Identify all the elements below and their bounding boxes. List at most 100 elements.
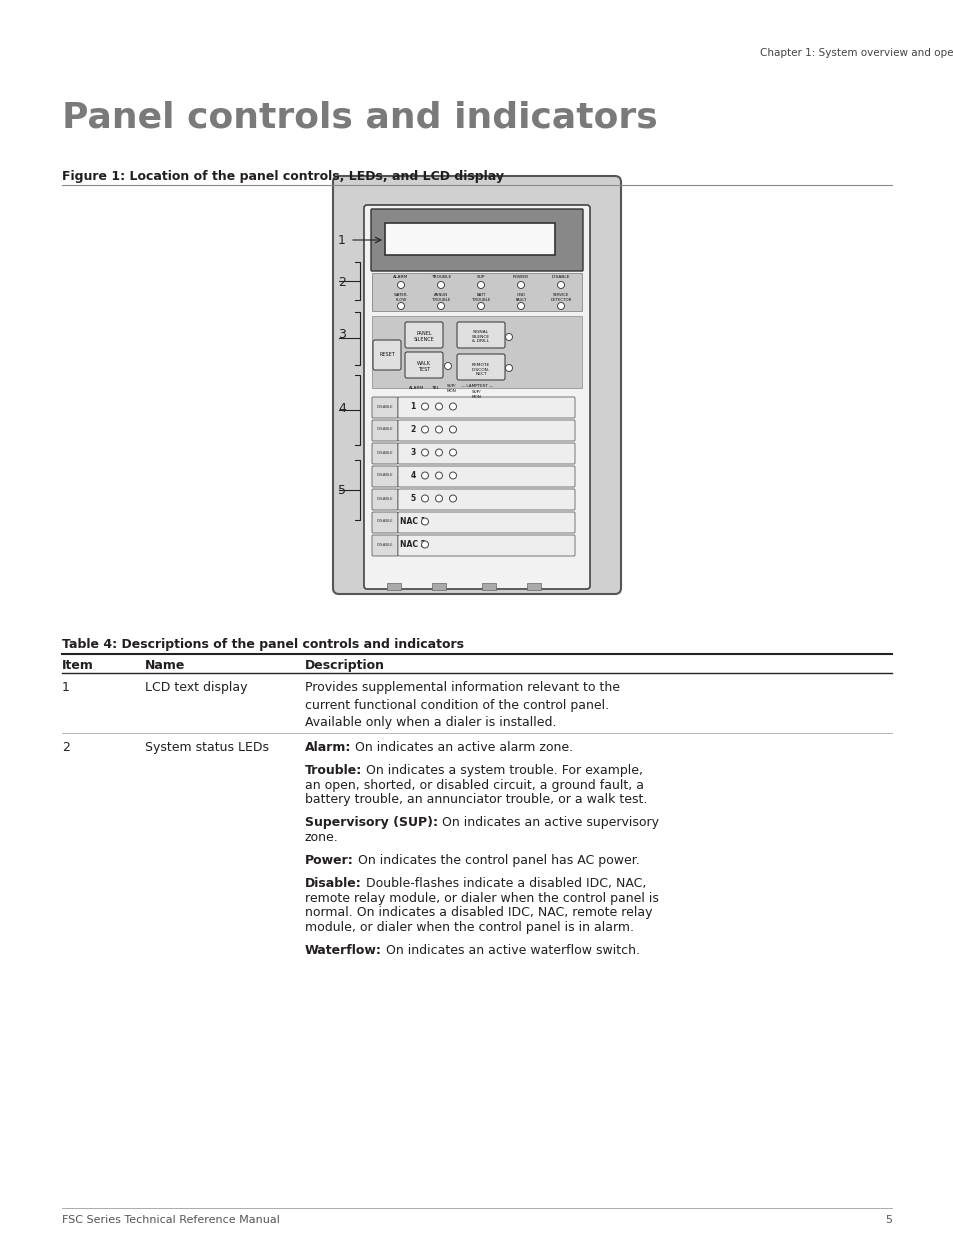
Bar xyxy=(387,583,400,590)
Circle shape xyxy=(435,495,442,501)
FancyBboxPatch shape xyxy=(372,466,397,487)
Text: 4: 4 xyxy=(337,401,346,415)
Text: LCD text display: LCD text display xyxy=(145,680,247,694)
Text: DISABLE: DISABLE xyxy=(551,275,570,279)
Text: Supervisory (SUP):: Supervisory (SUP): xyxy=(305,816,437,830)
Text: RESET: RESET xyxy=(378,352,395,357)
Text: POWER: POWER xyxy=(513,275,529,279)
Text: Provides supplemental information relevant to the
current functional condition o: Provides supplemental information releva… xyxy=(305,680,619,729)
Circle shape xyxy=(435,426,442,433)
Text: — LAMPTEST —: — LAMPTEST — xyxy=(460,384,493,388)
Text: module, or dialer when the control panel is in alarm.: module, or dialer when the control panel… xyxy=(305,921,634,934)
Text: DISABLE: DISABLE xyxy=(376,427,393,431)
FancyBboxPatch shape xyxy=(405,322,442,348)
Circle shape xyxy=(435,450,442,456)
FancyBboxPatch shape xyxy=(333,177,620,594)
Bar xyxy=(481,583,496,590)
Text: normal. On indicates a disabled IDC, NAC, remote relay: normal. On indicates a disabled IDC, NAC… xyxy=(305,906,652,919)
Text: 1: 1 xyxy=(62,680,70,694)
Circle shape xyxy=(421,450,428,456)
Text: DISABLE: DISABLE xyxy=(376,451,393,454)
Text: 2: 2 xyxy=(337,275,346,289)
Text: SERVICE
DETECTOR: SERVICE DETECTOR xyxy=(550,293,571,301)
FancyBboxPatch shape xyxy=(372,513,397,534)
Text: ANNUN
TROUBLE: ANNUN TROUBLE xyxy=(432,293,450,301)
Text: Table 4: Descriptions of the panel controls and indicators: Table 4: Descriptions of the panel contr… xyxy=(62,638,463,651)
Circle shape xyxy=(505,333,512,341)
FancyBboxPatch shape xyxy=(397,443,575,464)
Bar xyxy=(372,273,581,311)
Circle shape xyxy=(517,303,524,310)
Text: On indicates an active waterflow switch.: On indicates an active waterflow switch. xyxy=(381,944,639,957)
Circle shape xyxy=(449,450,456,456)
Circle shape xyxy=(421,495,428,501)
FancyBboxPatch shape xyxy=(373,340,400,370)
Circle shape xyxy=(477,282,484,289)
Text: 5: 5 xyxy=(410,494,416,503)
Text: On indicates an active alarm zone.: On indicates an active alarm zone. xyxy=(351,741,573,755)
FancyBboxPatch shape xyxy=(371,209,582,270)
Text: SUP/
MON: SUP/ MON xyxy=(447,384,456,393)
Text: TROUBLE: TROUBLE xyxy=(431,275,451,279)
Circle shape xyxy=(557,303,564,310)
FancyBboxPatch shape xyxy=(372,489,397,510)
Text: TBL: TBL xyxy=(431,387,438,390)
FancyBboxPatch shape xyxy=(397,396,575,417)
Text: BATT
TROUBLE: BATT TROUBLE xyxy=(472,293,490,301)
Text: WALK
TEST: WALK TEST xyxy=(416,361,431,372)
Text: DISABLE: DISABLE xyxy=(376,496,393,500)
Text: Trouble:: Trouble: xyxy=(305,764,362,777)
Text: Figure 1: Location of the panel controls, LEDs, and LCD display: Figure 1: Location of the panel controls… xyxy=(62,170,503,183)
Text: ALARM: ALARM xyxy=(409,387,424,390)
Text: Item: Item xyxy=(62,659,93,672)
FancyBboxPatch shape xyxy=(397,489,575,510)
Circle shape xyxy=(444,363,451,369)
Text: 5: 5 xyxy=(884,1215,891,1225)
Bar xyxy=(526,583,540,590)
Text: 2: 2 xyxy=(410,425,416,433)
Text: NAC 1: NAC 1 xyxy=(399,517,425,526)
Text: remote relay module, or dialer when the control panel is: remote relay module, or dialer when the … xyxy=(305,892,659,905)
Text: DISABLE: DISABLE xyxy=(376,542,393,547)
Text: On indicates the control panel has AC power.: On indicates the control panel has AC po… xyxy=(354,855,639,867)
FancyBboxPatch shape xyxy=(397,513,575,534)
Text: FSC Series Technical Reference Manual: FSC Series Technical Reference Manual xyxy=(62,1215,279,1225)
FancyBboxPatch shape xyxy=(372,396,397,417)
Text: SUP/
MON: SUP/ MON xyxy=(472,390,481,399)
Text: 1: 1 xyxy=(337,233,346,247)
Text: an open, shorted, or disabled circuit, a ground fault, a: an open, shorted, or disabled circuit, a… xyxy=(305,779,643,792)
Text: Power:: Power: xyxy=(305,855,354,867)
Text: System status LEDs: System status LEDs xyxy=(145,741,269,755)
Circle shape xyxy=(421,472,428,479)
Text: SIGNAL
SILENCE
& DRILL: SIGNAL SILENCE & DRILL xyxy=(472,330,490,343)
Text: PANEL
SILENCE: PANEL SILENCE xyxy=(414,331,434,342)
Circle shape xyxy=(397,282,404,289)
Circle shape xyxy=(435,472,442,479)
Bar xyxy=(372,316,581,388)
Text: 3: 3 xyxy=(337,329,346,342)
Circle shape xyxy=(449,426,456,433)
Text: Description: Description xyxy=(305,659,385,672)
Text: 2: 2 xyxy=(62,741,70,755)
Bar xyxy=(385,224,555,254)
Text: 3: 3 xyxy=(410,448,416,457)
Text: NAC 2: NAC 2 xyxy=(399,540,425,550)
Text: Double-flashes indicate a disabled IDC, NAC,: Double-flashes indicate a disabled IDC, … xyxy=(361,877,645,890)
FancyBboxPatch shape xyxy=(456,354,504,380)
Text: battery trouble, an annunciator trouble, or a walk test.: battery trouble, an annunciator trouble,… xyxy=(305,793,647,806)
Text: DISABLE: DISABLE xyxy=(376,405,393,409)
Text: zone.: zone. xyxy=(305,831,338,844)
Circle shape xyxy=(437,282,444,289)
Text: Disable:: Disable: xyxy=(305,877,361,890)
Circle shape xyxy=(437,303,444,310)
FancyBboxPatch shape xyxy=(397,535,575,556)
Circle shape xyxy=(421,517,428,525)
Text: Panel controls and indicators: Panel controls and indicators xyxy=(62,100,657,135)
Circle shape xyxy=(421,541,428,548)
Text: Alarm:: Alarm: xyxy=(305,741,351,755)
Bar xyxy=(432,583,446,590)
FancyBboxPatch shape xyxy=(372,443,397,464)
Text: 5: 5 xyxy=(337,483,346,496)
Circle shape xyxy=(449,403,456,410)
Text: Chapter 1: System overview and operation: Chapter 1: System overview and operation xyxy=(760,48,953,58)
